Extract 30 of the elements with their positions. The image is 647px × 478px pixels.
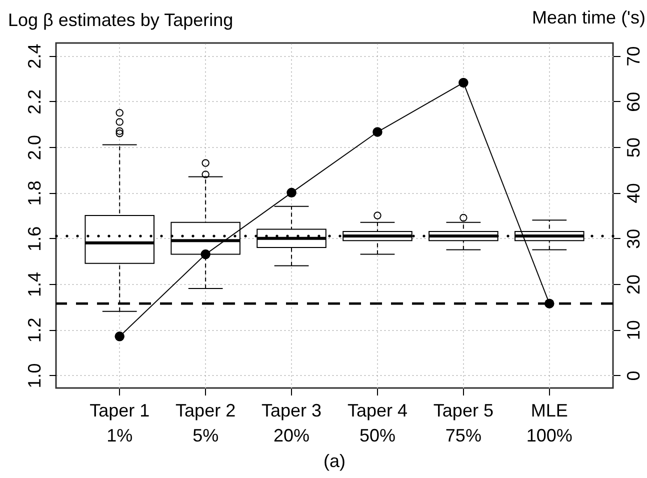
y2-tick-label: 0 <box>624 370 644 381</box>
point <box>286 188 296 198</box>
y-tick-label: 2.0 <box>24 135 44 160</box>
y-tick-label: 1.4 <box>24 272 44 297</box>
point <box>200 249 210 260</box>
y2-axis-title: Mean time ('s) <box>532 8 646 28</box>
y2-tick-label: 20 <box>624 274 644 294</box>
y-tick-label: 1.2 <box>24 318 44 343</box>
point <box>114 332 124 342</box>
x-tick-label: Taper 4 50% <box>347 400 408 446</box>
y2-tick-label: 40 <box>624 183 644 204</box>
point <box>458 78 468 88</box>
y2-tick-label: 30 <box>624 228 644 249</box>
chart-title: Log β estimates by Tapering <box>8 10 234 30</box>
y2-tick-label: 60 <box>624 92 644 112</box>
y2-tick-label: 10 <box>624 320 644 340</box>
x-tick-label: Taper 1 1% <box>90 400 150 446</box>
y-tick-label: 1.8 <box>24 180 44 206</box>
x-tick-label: Taper 5 75% <box>433 400 494 446</box>
y2-tick-label: 70 <box>624 46 644 66</box>
point <box>372 127 382 137</box>
text: (a) <box>324 451 346 471</box>
y-tick-label: 2.2 <box>24 89 44 114</box>
y-tick-label: 2.4 <box>24 44 44 69</box>
y-tick-label: 1.0 <box>24 363 44 388</box>
x-tick-label: Taper 3 20% <box>262 400 322 446</box>
y2-tick-label: 50 <box>624 138 644 158</box>
x-tick-label: Taper 2 5% <box>176 400 236 446</box>
x-tick-label: MLE 100% <box>526 400 572 446</box>
y-tick-label: 1.6 <box>24 226 44 252</box>
